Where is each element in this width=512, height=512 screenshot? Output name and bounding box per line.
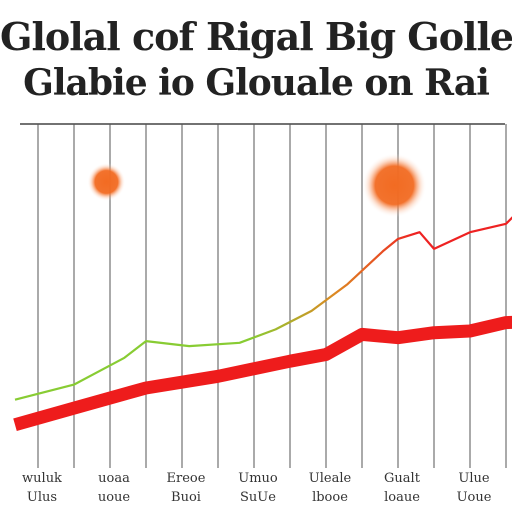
- chart-title-line-2: Glabie io Glouale on Rai: [23, 62, 490, 104]
- x-tick-label-3-2: SuUe: [240, 490, 276, 505]
- x-tick-label-2-1: Ereoe: [167, 471, 206, 486]
- grid-layer: [20, 123, 507, 468]
- x-tick-label-1-1: uoaa: [98, 471, 130, 486]
- x-tick-label-5-1: Gualt: [384, 471, 421, 486]
- markers-layer: [87, 153, 427, 218]
- series-layer: [13, 216, 512, 432]
- series-line-1: [13, 315, 512, 432]
- chart-title: Glolal cof Rigal Big Golle Glabie io Glo…: [0, 14, 512, 106]
- series-line-2: [14, 216, 512, 401]
- x-tick-label-0-2: Ulus: [27, 490, 57, 505]
- x-tick-label-4-1: Uleale: [309, 471, 352, 486]
- x-tick-label-5-2: loaue: [384, 490, 420, 505]
- x-tick-label-2-2: Buoi: [171, 490, 201, 505]
- x-tick-label-1-2: uoue: [98, 490, 131, 505]
- highlight-marker-2: [362, 153, 427, 218]
- x-tick-labels: wuluk Ulus uoaa uoue Ereoe Buoi Umuo SuUe Uleale…: [22, 471, 492, 505]
- x-tick-label-6-1: Ulue: [458, 471, 489, 486]
- highlight-marker-1: [87, 162, 126, 201]
- x-tick-label-0-1: wuluk: [22, 471, 62, 486]
- chart-title-line-1: Glolal cof Rigal Big Golle: [0, 14, 512, 59]
- x-tick-label-3-1: Umuo: [238, 471, 278, 486]
- x-tick-label-6-2: Uoue: [457, 490, 492, 505]
- x-tick-label-4-2: lbooe: [312, 490, 348, 505]
